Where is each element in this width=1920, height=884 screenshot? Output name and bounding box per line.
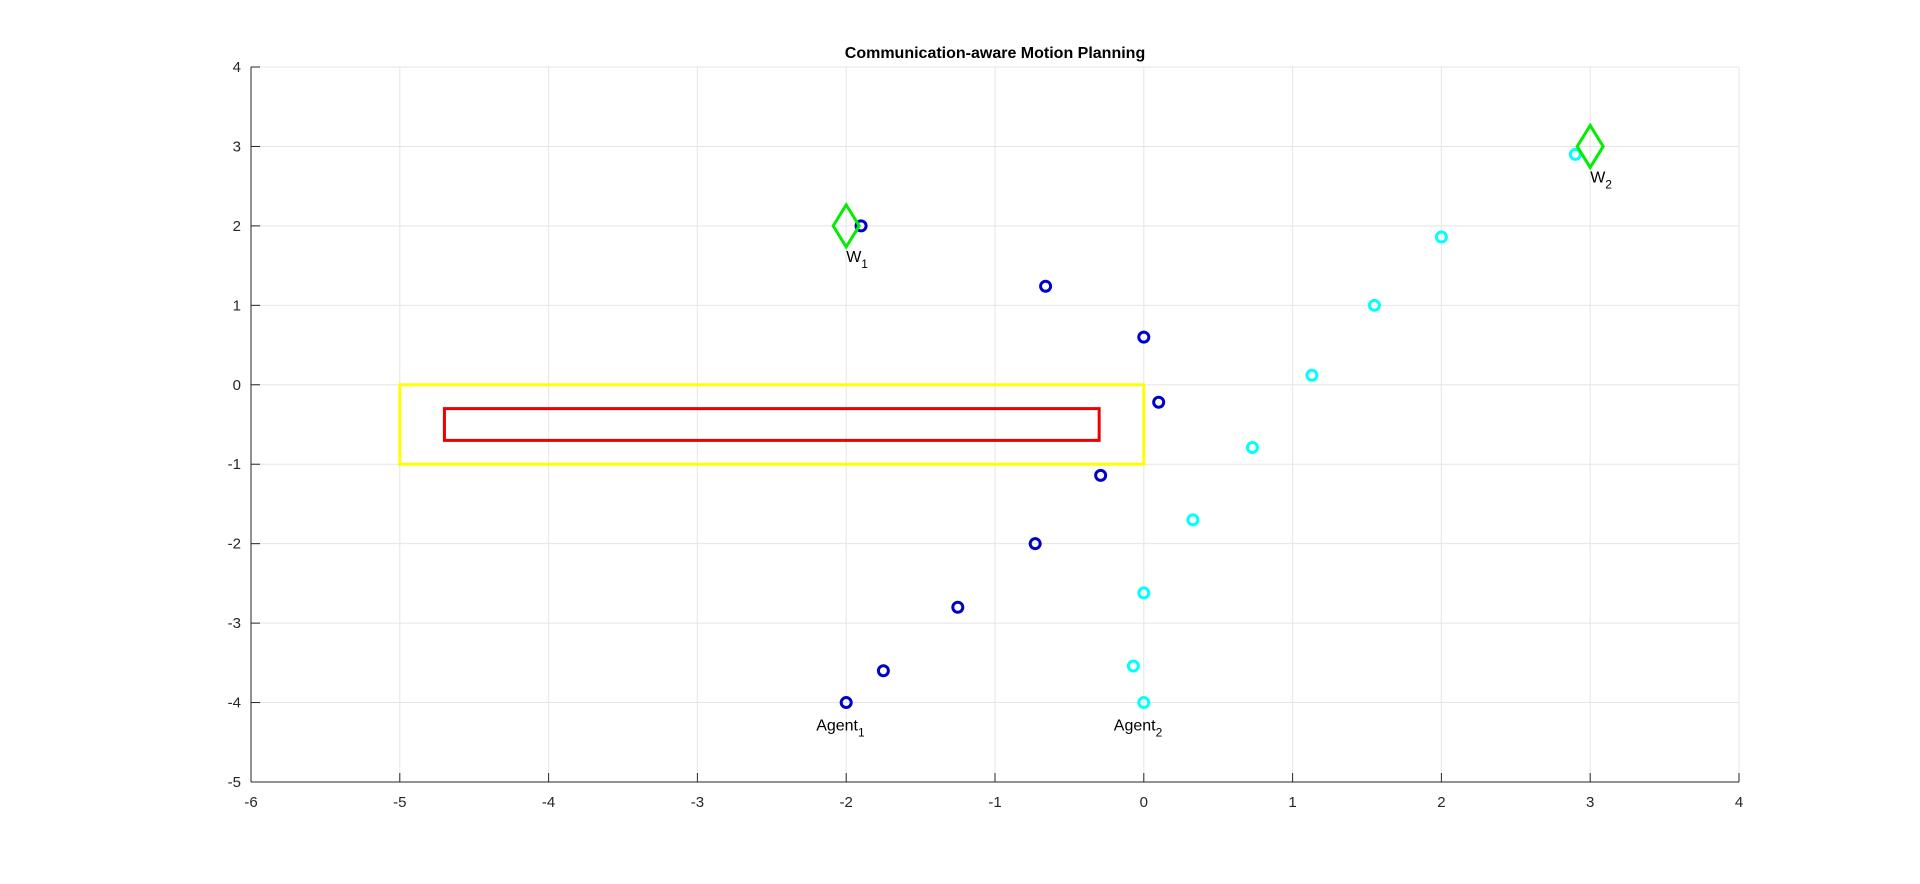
y-tick-label: -3 bbox=[228, 615, 241, 632]
agent1-point bbox=[854, 219, 868, 233]
agent1-point bbox=[839, 696, 853, 710]
y-tick-label: -5 bbox=[228, 774, 241, 791]
waypoint-label: W2 bbox=[1590, 169, 1612, 191]
agent2-point bbox=[1126, 659, 1140, 673]
y-tick-label: -4 bbox=[228, 695, 241, 712]
agent2-point bbox=[1305, 368, 1319, 382]
agent2-point bbox=[1137, 696, 1151, 710]
agent2-point bbox=[1186, 513, 1200, 527]
agent1-point bbox=[876, 664, 890, 678]
trajectory-markers bbox=[839, 147, 1582, 710]
grid-lines bbox=[250, 66, 1740, 783]
agent1-point bbox=[1137, 330, 1151, 344]
x-tick-label: -5 bbox=[393, 794, 406, 811]
agent2-point bbox=[1568, 147, 1582, 161]
annotations: W1 W2 Agent1 Agent2 bbox=[816, 169, 1612, 739]
x-tick-label: 1 bbox=[1288, 794, 1296, 811]
agent1-point bbox=[1094, 468, 1108, 482]
y-tick-label: 4 bbox=[233, 59, 241, 76]
agent1-point bbox=[1039, 279, 1053, 293]
waypoints bbox=[831, 122, 1605, 250]
y-tick-label: 1 bbox=[233, 297, 241, 314]
agent1-point bbox=[951, 600, 965, 614]
y-tick-label: 0 bbox=[233, 377, 241, 394]
waypoint-marker bbox=[831, 202, 861, 250]
outer-rectangle bbox=[398, 383, 1146, 466]
x-tick-label: -1 bbox=[988, 794, 1001, 811]
x-tick-label: -6 bbox=[244, 794, 257, 811]
x-tick-label: -4 bbox=[542, 794, 555, 811]
x-tick-label: -3 bbox=[691, 794, 704, 811]
agent2-point bbox=[1434, 230, 1448, 244]
agent2-point bbox=[1137, 586, 1151, 600]
obstacle-rectangles bbox=[398, 383, 1146, 466]
inner-rectangle bbox=[442, 407, 1101, 442]
agent-label: Agent2 bbox=[1114, 718, 1163, 740]
agent1-point bbox=[1028, 537, 1042, 551]
y-tick-label: -1 bbox=[228, 456, 241, 473]
waypoint-label: W1 bbox=[846, 249, 868, 271]
axes bbox=[250, 66, 1740, 783]
x-tick-label: 4 bbox=[1735, 794, 1743, 811]
agent2-point bbox=[1245, 441, 1259, 455]
agent2-point bbox=[1367, 298, 1381, 312]
y-tick-label: 3 bbox=[233, 138, 241, 155]
agent1-point bbox=[1152, 395, 1166, 409]
y-tick-label: 2 bbox=[233, 218, 241, 235]
x-tick-label: 0 bbox=[1140, 794, 1148, 811]
agent-label: Agent1 bbox=[816, 718, 865, 740]
x-tick-label: 2 bbox=[1437, 794, 1445, 811]
chart-title: Communication-aware Motion Planning bbox=[845, 45, 1145, 62]
x-tick-label: -2 bbox=[840, 794, 853, 811]
x-tick-label: 3 bbox=[1586, 794, 1594, 811]
waypoint-marker bbox=[1575, 122, 1605, 171]
y-tick-label: -2 bbox=[228, 536, 241, 553]
